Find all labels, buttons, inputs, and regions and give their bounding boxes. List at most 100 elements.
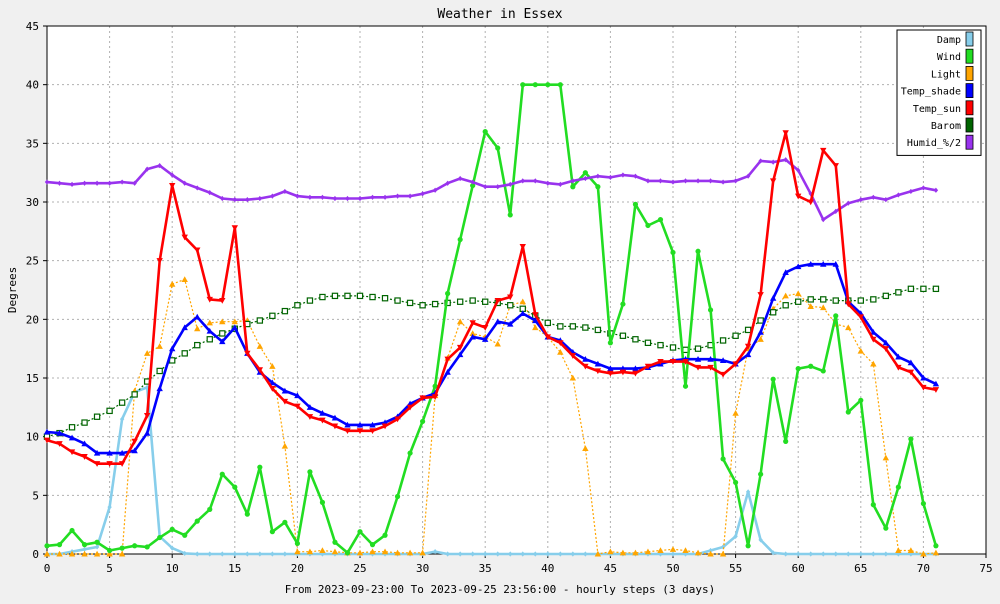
- data-point-temp-shade: [294, 392, 301, 399]
- data-point-wind: [733, 479, 739, 486]
- data-point-light: [169, 280, 176, 287]
- data-point-temp-sun: [582, 363, 589, 370]
- data-point-humid-2: [595, 173, 601, 179]
- data-point-temp-sun: [118, 461, 126, 467]
- data-point-barom: [682, 346, 689, 354]
- data-point-damp: [821, 551, 826, 557]
- data-point-damp: [758, 537, 763, 543]
- data-point-light: [81, 550, 88, 557]
- data-point-temp-sun: [219, 298, 226, 304]
- data-point-humid-2: [733, 178, 738, 184]
- data-point-wind: [169, 526, 175, 532]
- x-tick-label: 65: [854, 562, 867, 575]
- data-point-damp: [508, 551, 513, 557]
- y-tick-label: 0: [32, 548, 39, 561]
- data-point-temp-shade: [81, 440, 88, 447]
- data-point-wind: [507, 212, 513, 218]
- data-point-light: [181, 276, 188, 282]
- data-point-barom: [769, 309, 777, 316]
- data-point-barom: [832, 297, 839, 304]
- data-point-humid-2: [658, 178, 663, 184]
- series-wind: [44, 82, 939, 556]
- data-point-humid-2: [896, 192, 901, 198]
- data-point-light: [694, 549, 702, 556]
- data-point-light: [757, 336, 764, 342]
- x-tick-label: 45: [604, 562, 617, 575]
- data-point-temp-sun: [169, 183, 176, 189]
- data-point-temp-sun: [331, 423, 339, 430]
- data-point-wind: [670, 249, 676, 256]
- data-point-damp: [883, 551, 889, 557]
- data-point-temp-sun: [594, 368, 602, 375]
- legend-label-temp-sun: Temp_sun: [913, 104, 961, 115]
- data-point-wind: [269, 529, 275, 535]
- data-point-light: [632, 549, 639, 556]
- data-point-humid-2: [282, 188, 288, 195]
- data-point-damp: [745, 489, 751, 495]
- data-point-damp: [871, 551, 876, 557]
- data-point-light: [820, 304, 827, 311]
- data-point-wind: [870, 502, 876, 508]
- data-point-light: [857, 347, 864, 354]
- data-point-temp-shade: [719, 357, 727, 363]
- data-point-wind: [107, 547, 113, 554]
- data-point-temp-sun: [882, 346, 890, 352]
- data-point-temp-shade: [319, 410, 326, 416]
- data-point-humid-2: [307, 194, 313, 200]
- series-line-humid-2: [46, 158, 937, 221]
- data-point-damp: [232, 551, 237, 557]
- data-point-wind: [207, 506, 213, 513]
- data-point-temp-shade: [820, 260, 827, 267]
- data-point-wind: [44, 543, 50, 549]
- data-point-barom: [932, 285, 940, 293]
- data-point-temp-sun: [669, 359, 677, 365]
- data-point-humid-2: [846, 200, 851, 206]
- data-point-barom: [394, 297, 401, 304]
- data-point-light: [557, 348, 564, 355]
- data-point-humid-2: [758, 158, 763, 164]
- data-point-barom: [870, 296, 877, 303]
- data-point-wind: [420, 418, 426, 425]
- data-point-damp: [808, 551, 813, 557]
- data-point-damp: [94, 544, 100, 550]
- data-point-barom: [594, 326, 602, 334]
- legend-label-damp: Damp: [937, 35, 961, 46]
- data-point-temp-shade: [219, 338, 226, 345]
- data-point-damp: [708, 547, 713, 554]
- y-tick-label: 30: [26, 196, 39, 209]
- data-point-temp-sun: [131, 438, 138, 445]
- data-point-wind: [570, 184, 576, 190]
- data-point-temp-shade: [494, 318, 501, 325]
- x-tick-label: 25: [353, 562, 366, 575]
- data-point-light: [269, 363, 276, 369]
- data-point-humid-2: [232, 197, 237, 203]
- data-point-wind: [69, 527, 75, 534]
- data-point-barom: [732, 332, 739, 339]
- data-point-wind: [845, 409, 851, 415]
- data-point-damp: [670, 551, 676, 557]
- data-point-humid-2: [119, 179, 125, 185]
- data-point-wind: [607, 340, 614, 346]
- data-point-temp-sun: [81, 454, 88, 460]
- data-point-barom: [807, 296, 814, 303]
- series-barom: [43, 285, 940, 440]
- data-point-barom: [694, 345, 702, 352]
- data-point-light: [294, 548, 301, 555]
- data-point-temp-sun: [143, 412, 151, 419]
- data-point-temp-sun: [482, 324, 489, 331]
- data-point-humid-2: [670, 179, 676, 185]
- series-line-wind: [46, 83, 938, 555]
- data-point-humid-2: [445, 180, 450, 186]
- data-point-light: [394, 549, 401, 556]
- data-point-wind: [219, 471, 225, 477]
- data-point-wind: [144, 544, 150, 550]
- data-point-temp-shade: [131, 447, 138, 454]
- data-point-light: [219, 318, 226, 325]
- data-point-temp-shade: [582, 356, 589, 362]
- data-point-barom: [156, 367, 163, 375]
- data-point-humid-2: [144, 166, 150, 172]
- data-point-temp-sun: [431, 394, 439, 400]
- data-point-humid-2: [921, 185, 926, 191]
- data-point-humid-2: [432, 187, 438, 193]
- data-point-humid-2: [633, 173, 638, 179]
